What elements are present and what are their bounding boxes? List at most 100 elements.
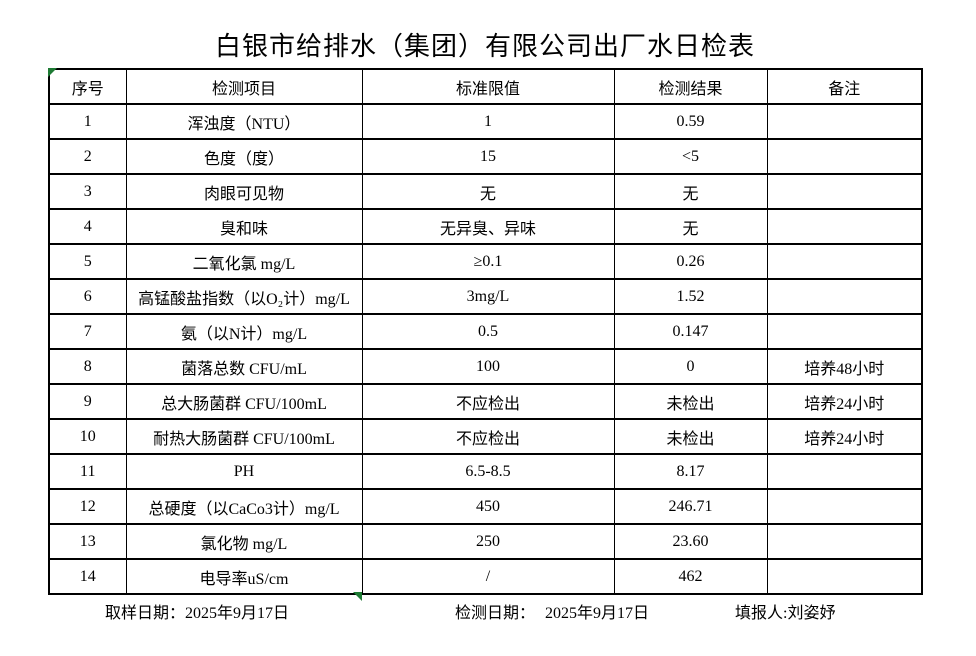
cell-result: <5 [613, 138, 768, 175]
cell-no: 9 [48, 383, 127, 420]
cell-item: 二氧化氯 mg/L [125, 243, 363, 280]
table-row: 6 高锰酸盐指数（以O₂计）mg/L 3mg/L 1.52 [48, 278, 923, 315]
cell-no: 14 [48, 558, 127, 595]
reporter-value: 刘姿妤 [787, 605, 836, 622]
cell-result: 8.17 [613, 453, 768, 490]
cell-limit: ≥0.1 [361, 243, 615, 280]
cell-no: 8 [48, 348, 127, 385]
cell-limit: 0.5 [361, 313, 615, 350]
table-row: 1 浑浊度（NTU） 1 0.59 [48, 103, 923, 140]
table-row: 12 总硬度（以CaCo3计）mg/L 450 246.71 [48, 488, 923, 525]
cell-limit: 250 [361, 523, 615, 560]
cell-no: 3 [48, 173, 127, 210]
page-title: 白银市给排水（集团）有限公司出厂水日检表 [214, 32, 755, 61]
cell-item: 菌落总数 CFU/mL [125, 348, 363, 385]
table-header-row: 序号 检测项目 标准限值 检测结果 备注 [48, 68, 923, 105]
cell-limit: / [361, 558, 615, 595]
table-row: 9 总大肠菌群 CFU/100mL 不应检出 未检出 培养24小时 [48, 383, 923, 420]
table-row: 4 臭和味 无异臭、异味 无 [48, 208, 923, 245]
header-result: 检测结果 [613, 68, 768, 105]
cell-result: 未检出 [613, 383, 768, 420]
cell-note [766, 243, 923, 280]
cell-item: 肉眼可见物 [125, 173, 363, 210]
cell-no: 11 [48, 453, 127, 490]
cell-item: 氯化物 mg/L [125, 523, 363, 560]
cell-item: 总大肠菌群 CFU/100mL [125, 383, 363, 420]
testing-date: 检测日期： 2025年9月17日 [455, 601, 649, 627]
inspection-table: 序号 检测项目 标准限值 检测结果 备注 1 浑浊度（NTU） 1 0.59 2… [48, 68, 923, 595]
table-row: 11 PH 6.5-8.5 8.17 [48, 453, 923, 490]
cell-no: 2 [48, 138, 127, 175]
testing-date-label: 检测日期： [455, 605, 536, 622]
footer: 取样日期：2025年9月17日 检测日期： 2025年9月17日 填报人:刘姿妤 [0, 601, 976, 627]
header-no: 序号 [48, 68, 127, 105]
cell-limit: 6.5-8.5 [361, 453, 615, 490]
cell-note [766, 488, 923, 525]
cell-item: 浑浊度（NTU） [125, 103, 363, 140]
cell-limit: 无 [361, 173, 615, 210]
cell-note: 培养48小时 [766, 348, 923, 385]
testing-date-value: 2025年9月17日 [545, 605, 650, 622]
cell-no: 7 [48, 313, 127, 350]
header-note: 备注 [766, 68, 923, 105]
sampling-date: 取样日期：2025年9月17日 [105, 601, 289, 627]
table-row: 5 二氧化氯 mg/L ≥0.1 0.26 [48, 243, 923, 280]
cell-limit: 15 [361, 138, 615, 175]
cell-note [766, 208, 923, 245]
cell-note [766, 313, 923, 350]
cell-no: 12 [48, 488, 127, 525]
cell-no: 6 [48, 278, 127, 315]
reporter-label: 填报人: [735, 605, 788, 622]
cell-item: 电导率uS/cm [125, 558, 363, 595]
header-item: 检测项目 [125, 68, 363, 105]
cell-no: 10 [48, 418, 127, 455]
table-row: 14 电导率uS/cm / 462 [48, 558, 923, 595]
cell-item: 高锰酸盐指数（以O₂计）mg/L [125, 278, 363, 315]
table-row: 13 氯化物 mg/L 250 23.60 [48, 523, 923, 560]
cell-result: 0.59 [613, 103, 768, 140]
cell-limit: 无异臭、异味 [361, 208, 615, 245]
cell-limit: 不应检出 [361, 383, 615, 420]
table-row: 7 氨（以N计）mg/L 0.5 0.147 [48, 313, 923, 350]
cell-result: 0.147 [613, 313, 768, 350]
table-row: 8 菌落总数 CFU/mL 100 0 培养48小时 [48, 348, 923, 385]
cell-note [766, 103, 923, 140]
cell-result: 无 [613, 173, 768, 210]
cell-note: 培养24小时 [766, 418, 923, 455]
cell-item: 总硬度（以CaCo3计）mg/L [125, 488, 363, 525]
table-row: 3 肉眼可见物 无 无 [48, 173, 923, 210]
cell-limit: 1 [361, 103, 615, 140]
cell-item: 色度（度） [125, 138, 363, 175]
cell-no: 13 [48, 523, 127, 560]
cell-no: 4 [48, 208, 127, 245]
table-row: 2 色度（度） 15 <5 [48, 138, 923, 175]
cell-note [766, 523, 923, 560]
cell-result: 0 [613, 348, 768, 385]
cell-limit: 不应检出 [361, 418, 615, 455]
cell-item: 臭和味 [125, 208, 363, 245]
cell-note [766, 453, 923, 490]
cell-note [766, 138, 923, 175]
cell-result: 未检出 [613, 418, 768, 455]
reporter: 填报人:刘姿妤 [735, 601, 835, 627]
cell-note [766, 558, 923, 595]
header-limit: 标准限值 [361, 68, 615, 105]
table-row: 10 耐热大肠菌群 CFU/100mL 不应检出 未检出 培养24小时 [48, 418, 923, 455]
cell-limit: 100 [361, 348, 615, 385]
cell-no: 5 [48, 243, 127, 280]
cell-result: 23.60 [613, 523, 768, 560]
cell-item: 耐热大肠菌群 CFU/100mL [125, 418, 363, 455]
cell-item: 氨（以N计）mg/L [125, 313, 363, 350]
cell-item: PH [125, 453, 363, 490]
cell-result: 0.26 [613, 243, 768, 280]
cell-result: 246.71 [613, 488, 768, 525]
cell-note: 培养24小时 [766, 383, 923, 420]
cell-no: 1 [48, 103, 127, 140]
cell-result: 1.52 [613, 278, 768, 315]
cell-note [766, 278, 923, 315]
cell-result: 462 [613, 558, 768, 595]
cell-result: 无 [613, 208, 768, 245]
sampling-date-label: 取样日期： [105, 605, 186, 622]
cell-limit: 3mg/L [361, 278, 615, 315]
